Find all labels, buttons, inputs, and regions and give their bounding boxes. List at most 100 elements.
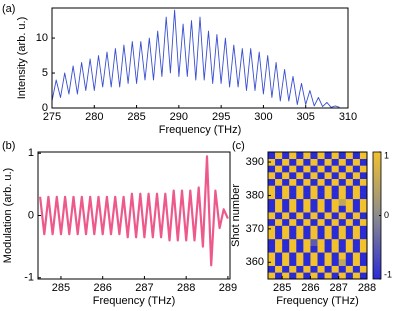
x-tick-label: 305 [297,111,315,123]
x-tick-label: 295 [212,111,230,123]
heatmap-cell [303,232,311,240]
heatmap-cell [338,232,347,240]
heatmap-cell [359,185,368,193]
heatmap-cell [296,165,304,173]
heatmap-cell [296,258,304,266]
heatmap-cell [345,252,354,260]
heatmap-cell [275,232,283,240]
heatmap-cell [338,272,347,280]
heatmap-cell [324,172,332,180]
heatmap-cell [345,158,354,166]
heatmap-cell [289,218,297,226]
heatmap-cell [282,185,290,193]
heatmap-cell [345,178,354,186]
heatmap-cell [303,265,311,273]
heatmap-cell [296,198,304,206]
heatmap-cell [324,265,332,273]
panel-label: (b) [2,140,15,152]
y-tick-label: 380 [246,189,264,201]
heatmap-cell [352,258,361,266]
heatmap-cell [338,165,347,173]
heatmap-cell [275,272,283,280]
heatmap-cell [324,218,332,226]
heatmap-cell [338,205,347,213]
heatmap-cell [359,218,368,226]
heatmap-cell [310,158,318,166]
heatmap-cell [359,212,368,220]
heatmap-cell [338,172,347,180]
panel-label: (a) [2,3,15,15]
heatmap-cell [303,198,311,206]
heatmap-cell [282,205,290,213]
y-tick-label: 10 [36,32,48,44]
heatmap-cell [345,165,354,173]
heatmap-cell [310,225,318,233]
heatmap-cell [289,158,297,166]
heatmap-cell [352,158,361,166]
heatmap-cell [331,218,340,226]
heatmap-cell [268,258,276,266]
heatmap-cell [338,212,347,220]
heatmap-cell [296,185,304,193]
heatmap-cell [268,265,276,273]
heatmap-cell [359,272,368,280]
heatmap-cell [338,265,347,273]
heatmap-cell [345,232,354,240]
heatmap-cell [359,238,368,246]
heatmap-cell [282,265,290,273]
heatmap-cell [268,218,276,226]
heatmap-cell [268,152,276,159]
heatmap-cell [268,245,276,253]
heatmap-cell [275,165,283,173]
heatmap-cell [331,198,340,206]
heatmap-cell [352,232,361,240]
heatmap-cell [303,152,311,159]
heatmap-cell [331,252,340,260]
heatmap-cell [324,192,332,200]
heatmap-cell [303,205,311,213]
heatmap-cell [310,272,318,280]
heatmap-cell [345,205,354,213]
heatmap-cell [310,192,318,200]
heatmap-cell [352,198,361,206]
heatmap-cell [345,225,354,233]
heatmap-cell [317,252,325,260]
heatmap-cell [296,252,304,260]
heatmap-cell [289,192,297,200]
heatmap-cell [282,212,290,220]
heatmap-cell [331,225,340,233]
heatmap-cell [268,225,276,233]
heatmap-cell [303,238,311,246]
heatmap-cell [317,192,325,200]
heatmap-cell [331,258,340,266]
heatmap-cell [275,178,283,186]
y-axis-label: Modulation (arb. u.) [2,168,14,263]
heatmap-cell [324,165,332,173]
heatmap-cell [352,165,361,173]
heatmap-cell [359,178,368,186]
heatmap-cell [324,185,332,193]
heatmap-cell [317,265,325,273]
heatmap-cell [289,152,297,159]
y-tick-label: 0 [28,209,34,221]
heatmap-cell [282,158,290,166]
heatmap-cell [338,258,347,266]
x-tick-label: 287 [135,282,153,294]
heatmap-cell [282,218,290,226]
heatmap-cell [303,158,311,166]
heatmap-cell [359,198,368,206]
heatmap-cell [345,238,354,246]
heatmap-cell [324,252,332,260]
heatmap-cell [317,225,325,233]
heatmap-cell [289,245,297,253]
heatmap-cell [324,258,332,266]
x-tick-label: 275 [43,111,61,123]
heatmap-cell [282,172,290,180]
heatmap-cell [317,272,325,280]
x-tick-label: 310 [339,111,357,123]
y-tick-label: 390 [246,156,264,168]
heatmap-cell [303,225,311,233]
heatmap-cell [324,238,332,246]
heatmap-cell [275,265,283,273]
heatmap-cell [359,252,368,260]
